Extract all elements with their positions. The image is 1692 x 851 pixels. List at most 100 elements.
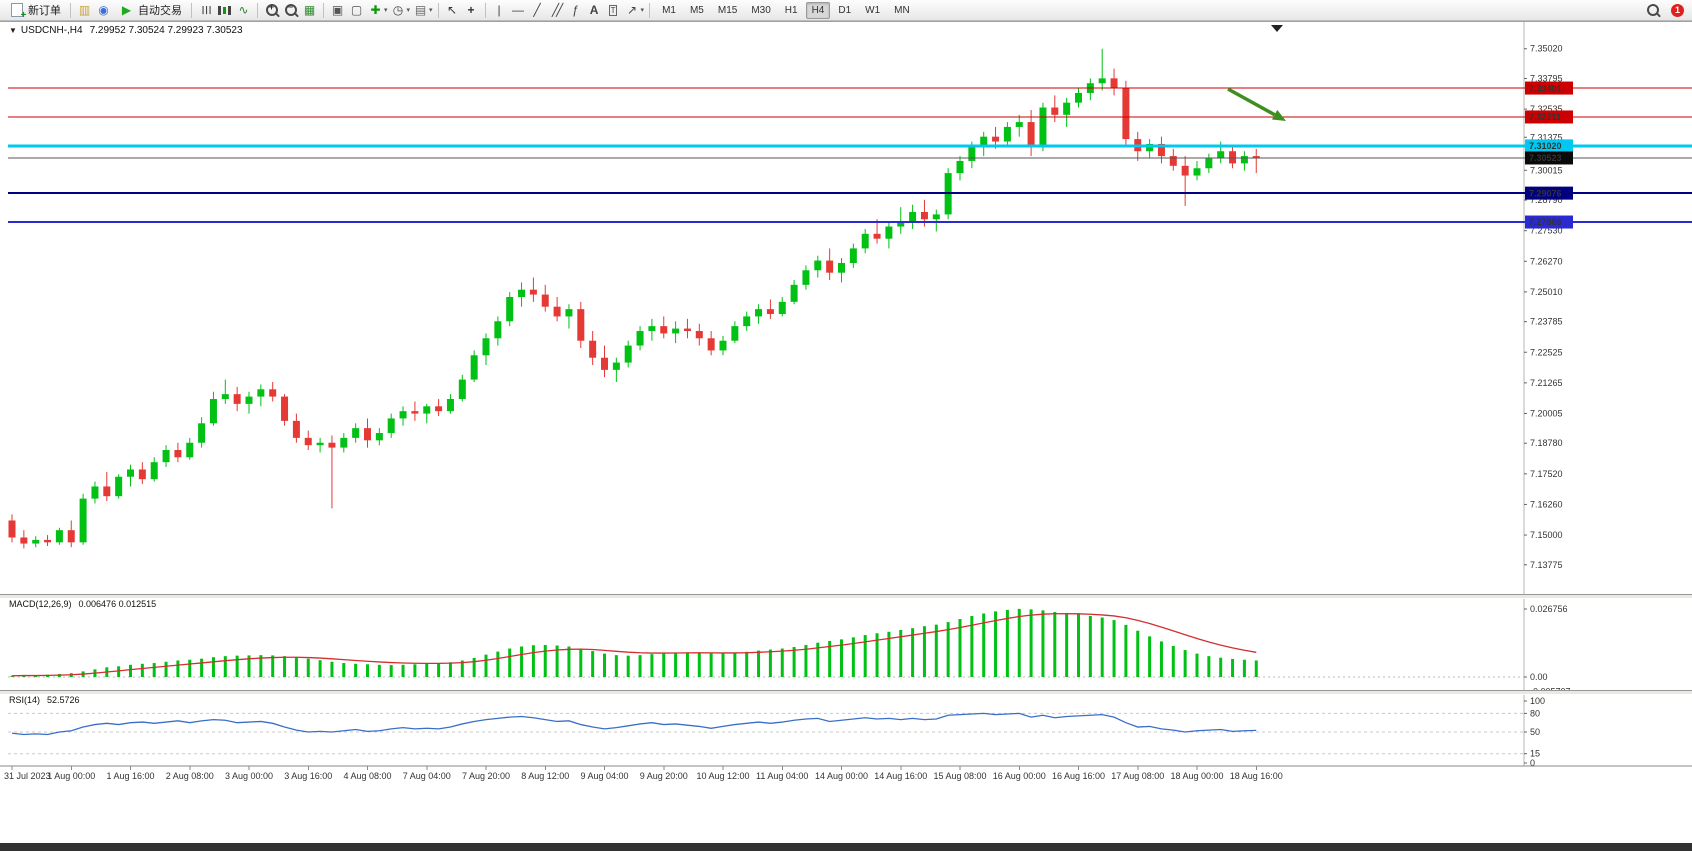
toolbar-separator (484, 2, 486, 18)
toolbar-right-group: 1 (1644, 2, 1684, 18)
zoom-in-icon[interactable]: + (263, 2, 280, 18)
svg-text:7.17520: 7.17520 (1530, 469, 1563, 479)
svg-text:50: 50 (1530, 727, 1540, 737)
rsi-label-row: RSI(14) 52.5726 (9, 695, 80, 705)
templates-icon[interactable]: ▤ (414, 3, 427, 17)
rsi-indicator-value: 52.5726 (47, 695, 80, 705)
rsi-indicator: 100 80 50 150 (8, 696, 1545, 768)
timeframe-button-w1[interactable]: W1 (865, 4, 881, 16)
one-click-trading-toggle[interactable]: ▼ (9, 26, 17, 35)
toolbar-separator (191, 2, 192, 18)
candlestick-chart-icon[interactable] (216, 2, 233, 18)
hline-7.31020[interactable]: 7.31020 (8, 139, 1692, 153)
svg-text:0.00: 0.00 (1530, 672, 1548, 682)
line-chart-icon[interactable]: ∿ (238, 3, 249, 17)
svg-text:7.33401: 7.33401 (1529, 83, 1562, 93)
panel-divider[interactable] (0, 594, 1692, 599)
new-chart-icon[interactable]: ▥ (78, 3, 91, 17)
community-icon[interactable]: ◉ (98, 3, 109, 17)
svg-text:3 Aug 16:00: 3 Aug 16:00 (284, 771, 332, 781)
fibonacci-icon[interactable]: ƒ (571, 3, 579, 17)
horizontal-lines-layer: 7.33401 7.32211 7.31020 7.30523 7.29076 7.278… (8, 81, 1692, 229)
timeframe-button-h4[interactable]: H4 (805, 1, 831, 19)
toolbar-separator (649, 2, 651, 18)
svg-text:7.35020: 7.35020 (1530, 44, 1563, 54)
svg-text:7.31020: 7.31020 (1529, 141, 1562, 151)
bar-chart-icon[interactable]: ☰ (199, 5, 212, 15)
timeframe-button-h1[interactable]: H1 (784, 4, 798, 16)
cascade-windows-icon[interactable]: ▣ (331, 3, 344, 17)
autotrading-label: 自动交易 (138, 5, 182, 17)
channel-icon[interactable]: ╱╱ (551, 3, 563, 17)
trendline-icon[interactable]: ╱ (533, 3, 541, 17)
svg-text:11 Aug 04:00: 11 Aug 04:00 (756, 771, 808, 781)
toolbar-separator (323, 2, 324, 18)
timeframe-button-m5[interactable]: M5 (689, 4, 704, 16)
svg-text:7.32535: 7.32535 (1530, 104, 1563, 114)
toolbar: + 新订单 ▥ ◉ ▶ 自动交易 ☰ ∿ + − ▦ ▣ ▢ ✚ ▾ ◷ ▾ ▤ ▾ … (0, 0, 1692, 21)
notification-badge[interactable]: 1 (1671, 3, 1684, 17)
zoom-out-icon[interactable]: − (282, 2, 299, 18)
svg-text:0.026756: 0.026756 (1530, 604, 1568, 614)
indicators-icon[interactable]: ✚ (370, 3, 381, 17)
chart-symbol-period: USDCNH-,H4 (20, 25, 83, 36)
autotrading-icon: ▶ (121, 3, 132, 17)
search-icon[interactable] (1644, 2, 1661, 18)
svg-text:100: 100 (1530, 696, 1545, 706)
timeframe-button-m1[interactable]: M1 (662, 4, 676, 16)
new-order-button[interactable]: + 新订单 (4, 1, 65, 21)
svg-text:9 Aug 20:00: 9 Aug 20:00 (640, 771, 688, 781)
svg-text:7.28790: 7.28790 (1530, 195, 1563, 205)
svg-text:10 Aug 12:00: 10 Aug 12:00 (696, 771, 749, 781)
svg-text:1 Aug 00:00: 1 Aug 00:00 (47, 771, 95, 781)
shapes-dropdown-icon[interactable]: ▾ (640, 7, 645, 14)
chart-title-row: ▼ USDCNH-,H4 7.29952 7.30524 7.29923 7.305… (9, 25, 243, 36)
svg-text:2 Aug 08:00: 2 Aug 08:00 (166, 771, 214, 781)
vertical-line-icon[interactable]: | (497, 3, 501, 17)
timeframe-button-d1[interactable]: D1 (838, 4, 852, 16)
svg-text:7.20005: 7.20005 (1530, 408, 1563, 418)
taskbar-strip (0, 843, 1692, 851)
tile-windows-icon[interactable]: ▦ (303, 3, 316, 17)
svg-text:16 Aug 16:00: 16 Aug 16:00 (1052, 771, 1105, 781)
svg-text:7.30015: 7.30015 (1530, 165, 1563, 175)
periods-dropdown-icon[interactable]: ▾ (406, 7, 411, 14)
timeframe-button-m15[interactable]: M15 (717, 4, 738, 16)
crosshair-icon[interactable]: + (467, 3, 475, 17)
macd-indicator-values: 0.006476 0.012515 (78, 599, 157, 609)
svg-text:7.25010: 7.25010 (1530, 287, 1563, 297)
autotrading-button[interactable]: ▶ 自动交易 (114, 1, 186, 20)
svg-text:1 Aug 16:00: 1 Aug 16:00 (106, 771, 154, 781)
trend-arrow-annotation[interactable] (1227, 87, 1286, 121)
timeframe-button-mn[interactable]: MN (894, 4, 910, 16)
chart-shift-marker[interactable] (1271, 25, 1283, 32)
periods-icon[interactable]: ◷ (392, 3, 404, 17)
svg-text:4 Aug 08:00: 4 Aug 08:00 (343, 771, 391, 781)
svg-text:7.18780: 7.18780 (1530, 438, 1563, 448)
hline-7.32211[interactable]: 7.32211 (8, 110, 1692, 124)
panel-divider[interactable] (0, 690, 1692, 695)
shapes-icon[interactable]: ↗ (627, 3, 638, 17)
svg-text:9 Aug 04:00: 9 Aug 04:00 (580, 771, 628, 781)
hline-7.30523[interactable]: 7.30523 (8, 151, 1692, 165)
price-axis[interactable]: 7.35020 7.33795 7.32535 7.31375 7.30015 7.287… (1524, 44, 1563, 570)
svg-text:7.13775: 7.13775 (1530, 560, 1563, 570)
hline-7.27886[interactable]: 7.27886 (8, 215, 1692, 229)
templates-dropdown-icon[interactable]: ▾ (429, 7, 433, 14)
toolbar-separator (257, 2, 258, 18)
horizontal-line-icon[interactable]: — (512, 3, 525, 17)
indicators-dropdown-icon[interactable]: ▾ (384, 7, 388, 14)
hline-7.33401[interactable]: 7.33401 (8, 81, 1692, 95)
cursor-icon[interactable]: ↖ (447, 3, 458, 17)
label-icon[interactable]: T (608, 4, 618, 16)
timeframe-button-m30[interactable]: M30 (751, 4, 771, 16)
hline-7.29076[interactable]: 7.29076 (8, 186, 1692, 200)
svg-text:7.30523: 7.30523 (1529, 153, 1562, 163)
arrange-windows-icon[interactable]: ▢ (350, 3, 363, 17)
svg-text:31 Jul 2023: 31 Jul 2023 (4, 771, 51, 781)
axis-frame (0, 22, 1692, 767)
text-icon[interactable]: A (589, 3, 599, 17)
svg-text:7.31375: 7.31375 (1530, 132, 1563, 142)
